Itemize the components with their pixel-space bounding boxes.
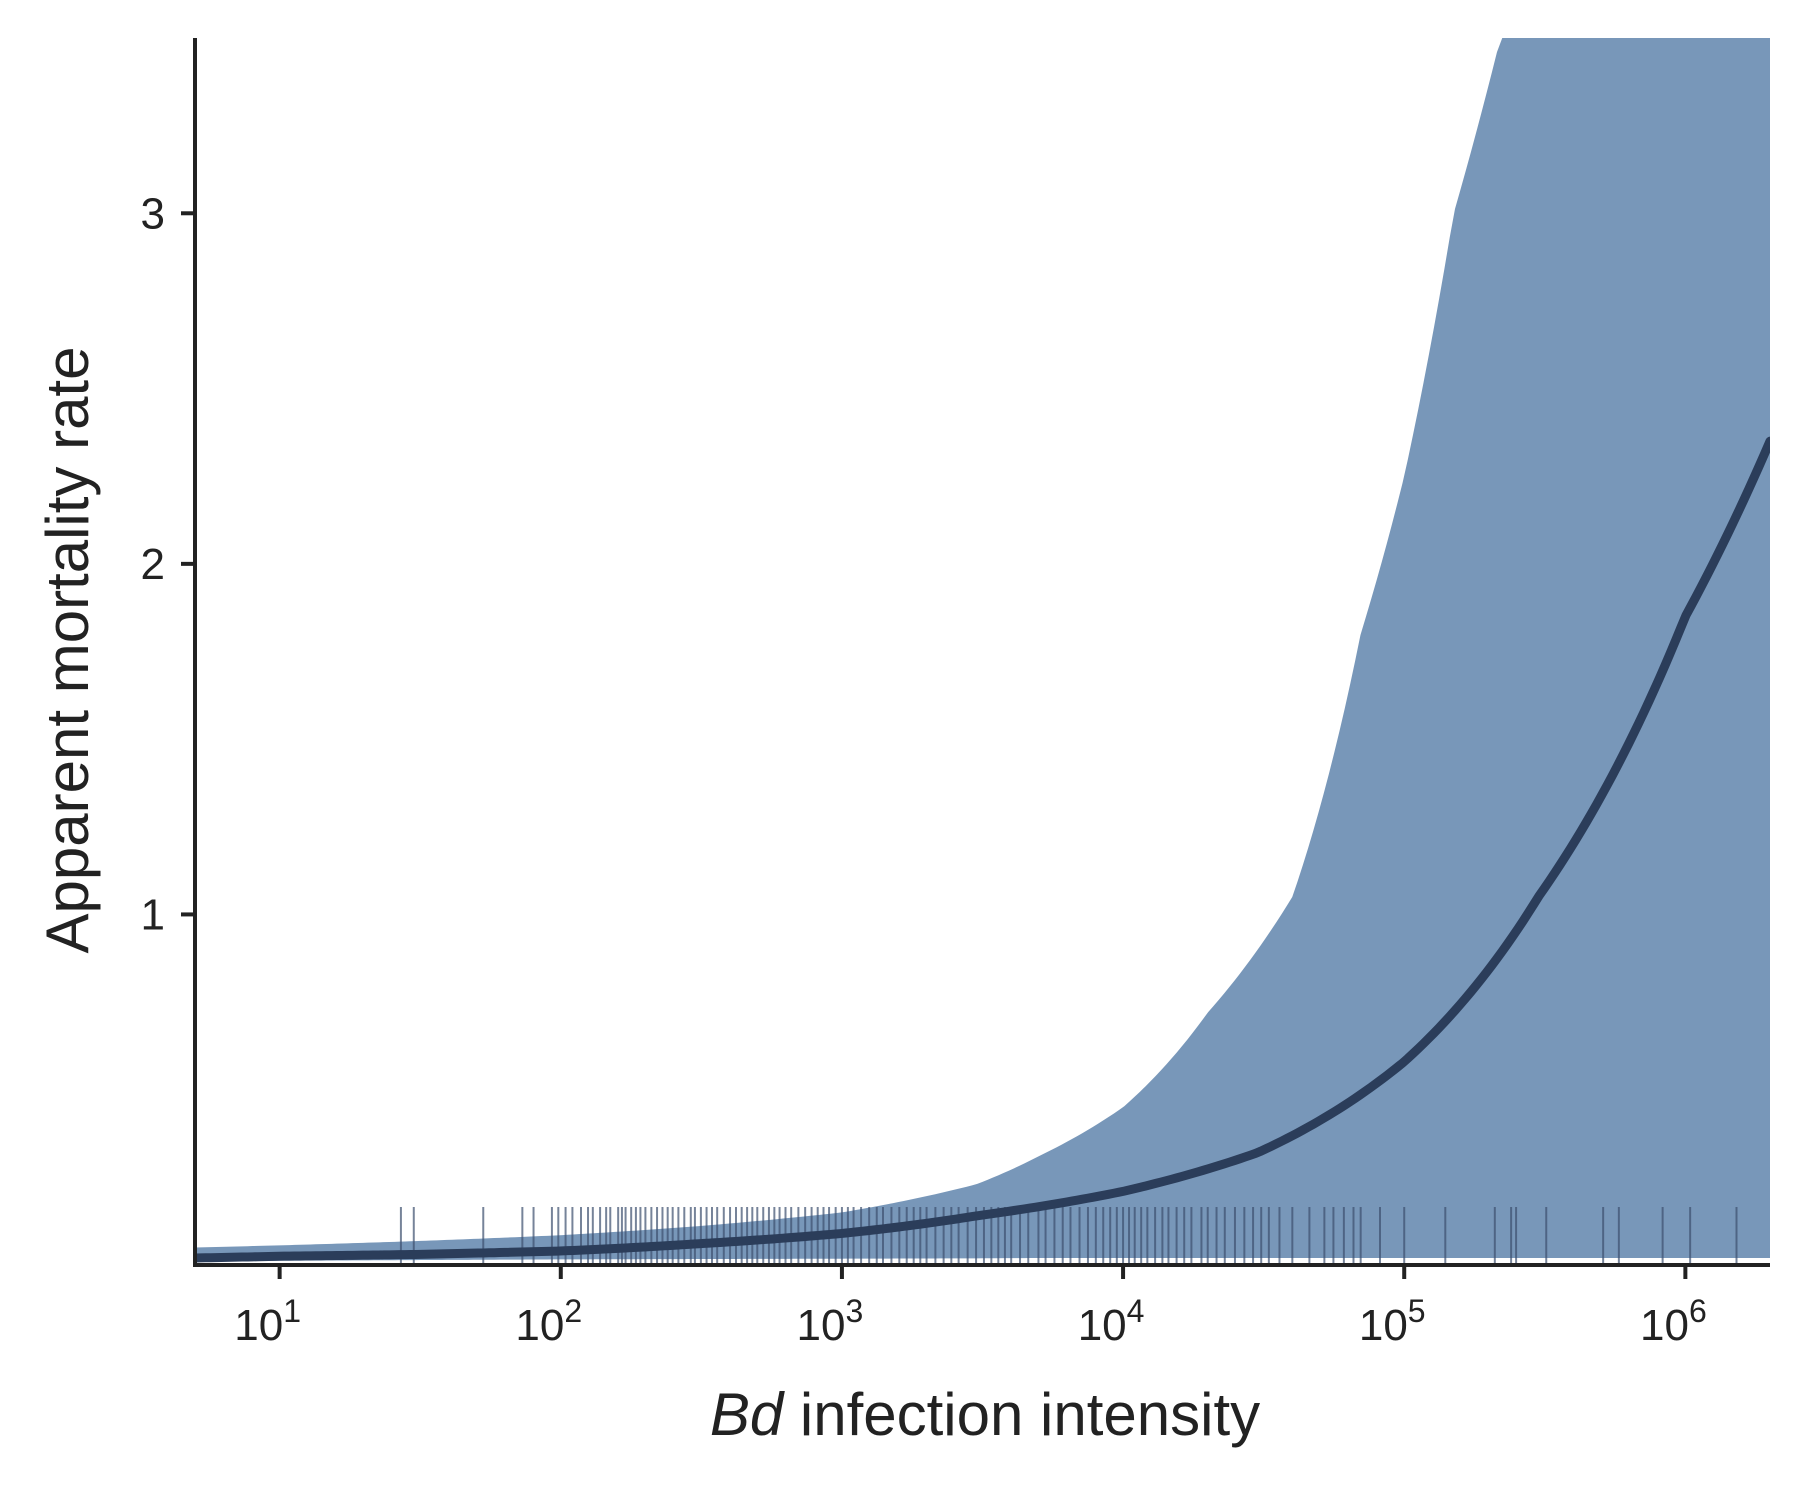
y-tick-label: 1 xyxy=(141,890,165,939)
rug-marks xyxy=(399,1207,1738,1265)
y-tick-label: 2 xyxy=(141,540,165,589)
confidence-band xyxy=(195,38,1770,1262)
x-tick-label: 101 xyxy=(234,1293,301,1350)
x-tick-label: 104 xyxy=(1078,1293,1145,1350)
x-axis-ticks: 101 102 103 104 105 106 xyxy=(234,1265,1707,1350)
y-axis-ticks: 1 2 3 xyxy=(141,189,195,939)
x-tick-label: 105 xyxy=(1359,1293,1426,1350)
x-tick-label: 102 xyxy=(515,1293,582,1350)
y-axis-title: Apparent mortality rate xyxy=(34,347,101,954)
plot-area xyxy=(195,38,1770,1265)
y-tick-label: 3 xyxy=(141,189,165,238)
fitted-line xyxy=(195,436,1770,1263)
x-tick-label: 106 xyxy=(1640,1293,1707,1350)
x-axis-title: Bd infection intensity xyxy=(710,1381,1260,1448)
x-tick-label: 103 xyxy=(797,1293,864,1350)
